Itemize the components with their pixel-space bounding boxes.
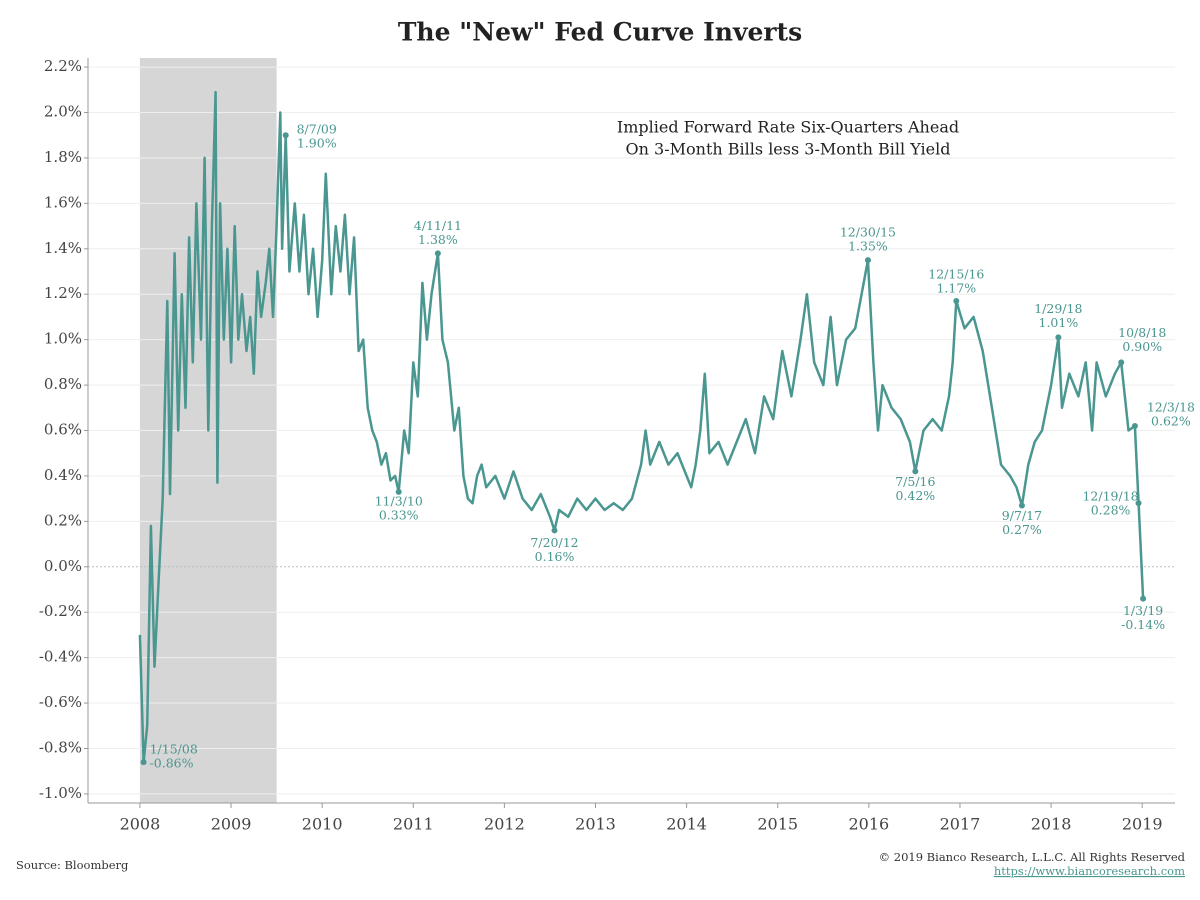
annotation-value: 0.90% xyxy=(1122,339,1162,354)
annotation-date: 7/20/12 xyxy=(530,535,578,550)
annotation-value: -0.86% xyxy=(150,756,194,771)
x-tick-label: 2011 xyxy=(393,815,434,834)
y-tick-label: 0.0% xyxy=(44,557,82,575)
annotation-value: -0.14% xyxy=(1121,617,1165,632)
annotation-date: 12/19/18 xyxy=(1082,489,1138,504)
x-tick-label: 2019 xyxy=(1122,815,1163,834)
annotation-dot xyxy=(140,759,147,766)
chart-title: The "New" Fed Curve Inverts xyxy=(398,18,802,47)
annotation-date: 4/11/11 xyxy=(414,218,462,233)
annotation-date: 8/7/09 xyxy=(297,122,337,137)
annotation-date: 11/3/10 xyxy=(375,493,423,508)
y-tick-label: -0.4% xyxy=(39,648,82,666)
annotation-date: 12/30/15 xyxy=(840,225,896,240)
x-tick-label: 2016 xyxy=(848,815,889,834)
subtitle: Implied Forward Rate Six-Quarters Ahead xyxy=(617,118,959,137)
annotation-date: 1/15/08 xyxy=(150,742,198,757)
annotation-dot xyxy=(1140,595,1147,602)
y-tick-label: 0.4% xyxy=(44,466,82,484)
y-tick-label: -0.6% xyxy=(39,693,82,711)
annotation-dot xyxy=(551,527,558,534)
x-tick-label: 2018 xyxy=(1031,815,1072,834)
line xyxy=(138,90,1145,764)
x-tick-label: 2013 xyxy=(575,815,616,834)
annotation-value: 1.35% xyxy=(848,239,888,254)
source: Source: Bloomberg xyxy=(16,858,129,872)
y-tick-label: -0.8% xyxy=(39,738,82,756)
y-tick-label: -0.2% xyxy=(39,602,82,620)
x-tick-label: 2017 xyxy=(940,815,981,834)
y-tick-label: 1.2% xyxy=(44,284,82,302)
y-tick-label: 1.0% xyxy=(44,330,82,348)
annotation-dot xyxy=(395,488,402,495)
url[interactable]: https://www.biancoresearch.com xyxy=(994,864,1185,878)
annotation-dot xyxy=(434,250,441,257)
x-tick-label: 2015 xyxy=(757,815,798,834)
annotation-date: 12/3/18 xyxy=(1147,399,1195,414)
y-tick-label: 0.8% xyxy=(44,375,82,393)
y-tick-label: 1.4% xyxy=(44,239,82,257)
annotation-value: 1.01% xyxy=(1039,315,1079,330)
annotation-dot xyxy=(912,468,919,475)
annotation-dot xyxy=(1135,500,1142,507)
y-tick-label: -1.0% xyxy=(39,784,82,802)
annotation-value: 0.33% xyxy=(379,507,419,522)
x-tick-label: 2014 xyxy=(666,815,707,834)
annotation-dot xyxy=(1018,502,1025,509)
x-tick-label: 2009 xyxy=(211,815,252,834)
annotation-date: 9/7/17 xyxy=(1002,508,1042,523)
annotation-dot xyxy=(282,132,289,139)
annotation-date: 10/8/18 xyxy=(1118,325,1166,340)
annotation-dot xyxy=(953,298,960,305)
annotation-value: 0.28% xyxy=(1091,503,1131,518)
y-tick-label: 1.6% xyxy=(44,193,82,211)
y-tick-label: 1.8% xyxy=(44,148,82,166)
x-tick-label: 2008 xyxy=(120,815,161,834)
x-tick-label: 2010 xyxy=(302,815,343,834)
y-tick-label: 2.2% xyxy=(44,57,82,75)
annotation-date: 1/3/19 xyxy=(1123,603,1163,618)
y-tick-label: 0.6% xyxy=(44,421,82,439)
annotation-value: 1.17% xyxy=(936,281,976,296)
annotation-dot xyxy=(1131,422,1138,429)
annotation-dot xyxy=(864,257,871,264)
x-tick-label: 2012 xyxy=(484,815,525,834)
y-tick-label: 2.0% xyxy=(44,103,82,121)
annotation-dot xyxy=(1055,334,1062,341)
annotation-value: 1.38% xyxy=(418,232,458,247)
annotation-value: 0.62% xyxy=(1151,413,1191,428)
annotation-dot xyxy=(1118,359,1125,366)
subtitle: On 3-Month Bills less 3-Month Bill Yield xyxy=(626,140,951,159)
annotation-value: 0.16% xyxy=(535,549,575,564)
annotation-date: 12/15/16 xyxy=(928,267,984,282)
annotation-value: 1.90% xyxy=(297,136,337,151)
copyright: © 2019 Bianco Research, L.L.C. All Right… xyxy=(879,850,1186,864)
annotation-value: 0.27% xyxy=(1002,522,1042,537)
annotation-date: 7/5/16 xyxy=(895,474,935,489)
annotation-value: 0.42% xyxy=(895,488,935,503)
annotation-date: 1/29/18 xyxy=(1034,301,1082,316)
y-tick-label: 0.2% xyxy=(44,511,82,529)
